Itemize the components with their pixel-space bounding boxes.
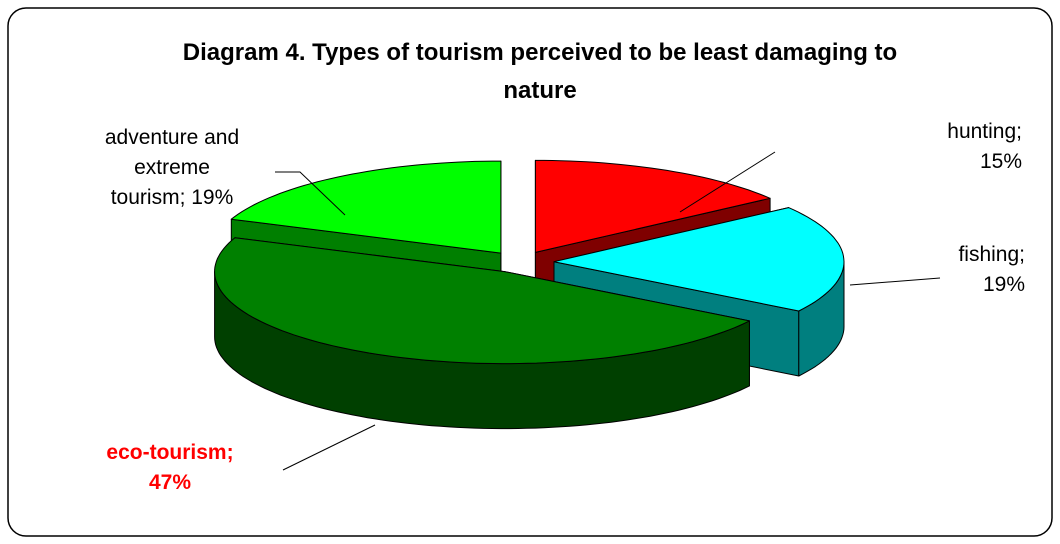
slice — [230, 160, 502, 254]
category-label: hunting; — [947, 120, 1022, 143]
data-label: fishing; 19% — [925, 240, 1025, 300]
chart-frame — [7, 7, 1053, 537]
value-label: 47% — [148, 471, 192, 494]
category-label: eco-tourism; — [106, 441, 234, 464]
leader-line — [849, 277, 941, 286]
value-label: 19% — [191, 186, 234, 209]
category-label: fishing; — [958, 243, 1025, 266]
category-label: adventure and extreme tourism; — [104, 126, 240, 209]
slice — [214, 237, 750, 365]
leader-line — [275, 171, 346, 216]
pie — [214, 159, 845, 430]
value-label: 19% — [982, 273, 1025, 296]
data-label: eco-tourism; 47% — [95, 438, 245, 498]
data-label: hunting; 15% — [922, 117, 1022, 177]
slice — [534, 159, 771, 253]
data-label: adventure and extreme tourism; 19% — [102, 123, 242, 213]
chart-title: Diagram 4. Types of tourism perceived to… — [182, 39, 898, 104]
value-label: 15% — [979, 150, 1022, 173]
leader-line — [679, 151, 776, 213]
leader-lines — [275, 151, 941, 471]
slice — [553, 207, 845, 312]
leader-line — [282, 424, 376, 471]
